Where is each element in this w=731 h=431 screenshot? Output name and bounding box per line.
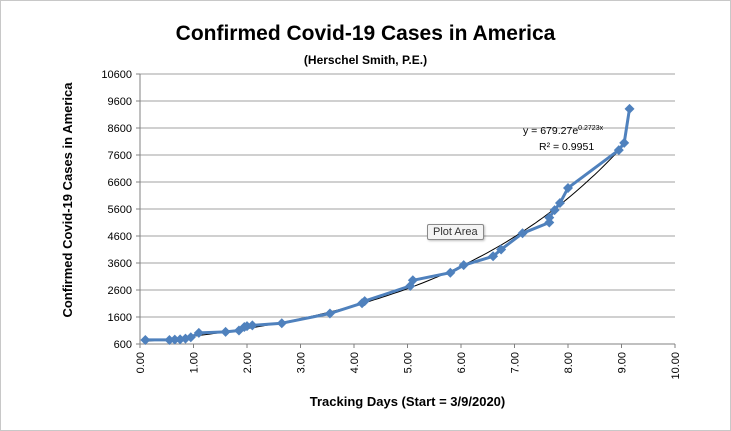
y-tick-label: 10600 xyxy=(101,69,132,81)
x-tick-label: 8.00 xyxy=(563,352,575,373)
x-tick-label: 10.00 xyxy=(670,352,682,380)
y-tick-label: 7600 xyxy=(108,150,132,162)
data-point xyxy=(619,137,630,148)
data-point xyxy=(193,327,204,338)
x-tick-labels: 0.00 1.00 2.00 3.00 4.00 5.00 6.00 7.00 8.00 9.00… xyxy=(135,352,682,380)
trendline-r2: R² = 0.9951 xyxy=(539,141,594,153)
data-point xyxy=(488,251,499,262)
data-point xyxy=(359,296,370,307)
data-point xyxy=(169,334,180,345)
x-tick-label: 0.00 xyxy=(135,352,147,373)
x-tick-label: 7.00 xyxy=(510,352,522,373)
y-tick-label: 3600 xyxy=(108,258,132,270)
data-point xyxy=(563,182,573,193)
y-tick-label: 6600 xyxy=(108,177,132,189)
data-point xyxy=(185,332,196,343)
y-tick-label: 9600 xyxy=(108,96,132,108)
trendline-equation: y = 679.27e0.2723x xyxy=(523,125,604,137)
data-point xyxy=(324,308,335,319)
y-tick-labels: 600 1600 2600 3600 4600 5600 6600 7600 8600 9600 1… xyxy=(101,69,132,351)
x-tick-label: 6.00 xyxy=(456,352,468,373)
y-tick-label: 5600 xyxy=(108,204,132,216)
gridlines xyxy=(136,73,676,348)
data-point xyxy=(624,103,635,114)
data-point xyxy=(544,212,555,223)
x-tick-label: 2.00 xyxy=(242,352,254,373)
data-point xyxy=(613,145,624,156)
x-axis-label: Tracking Days (Start = 3/9/2020) xyxy=(309,394,506,409)
chart-subtitle: (Herschel Smith, P.E.) xyxy=(303,53,428,67)
data-point xyxy=(549,205,560,216)
x-tick-label: 9.00 xyxy=(617,352,629,373)
data-point xyxy=(554,198,565,209)
y-tick-label: 600 xyxy=(114,339,132,351)
data-point xyxy=(407,275,418,286)
axes xyxy=(139,74,675,345)
data-points xyxy=(140,103,635,345)
data-point xyxy=(140,334,151,345)
y-tick-label: 2600 xyxy=(108,285,132,297)
data-point xyxy=(220,326,231,337)
data-point xyxy=(496,244,507,255)
data-point xyxy=(164,334,175,345)
x-tick-label: 4.00 xyxy=(349,352,361,373)
x-tick-label: 1.00 xyxy=(189,352,201,373)
plot-area-tooltip: Plot Area xyxy=(427,224,484,240)
data-point xyxy=(458,260,469,271)
chart-title: Confirmed Covid-19 Cases in America xyxy=(175,22,556,45)
x-tick-label: 3.00 xyxy=(296,352,308,373)
y-tick-label: 4600 xyxy=(108,231,132,243)
data-point xyxy=(517,228,528,239)
data-point xyxy=(276,318,287,329)
data-point xyxy=(247,320,258,331)
data-point xyxy=(445,267,456,278)
x-tick-label: 5.00 xyxy=(403,352,415,373)
trendline xyxy=(145,141,628,342)
y-tick-label: 1600 xyxy=(108,312,132,324)
y-tick-label: 8600 xyxy=(108,123,132,135)
